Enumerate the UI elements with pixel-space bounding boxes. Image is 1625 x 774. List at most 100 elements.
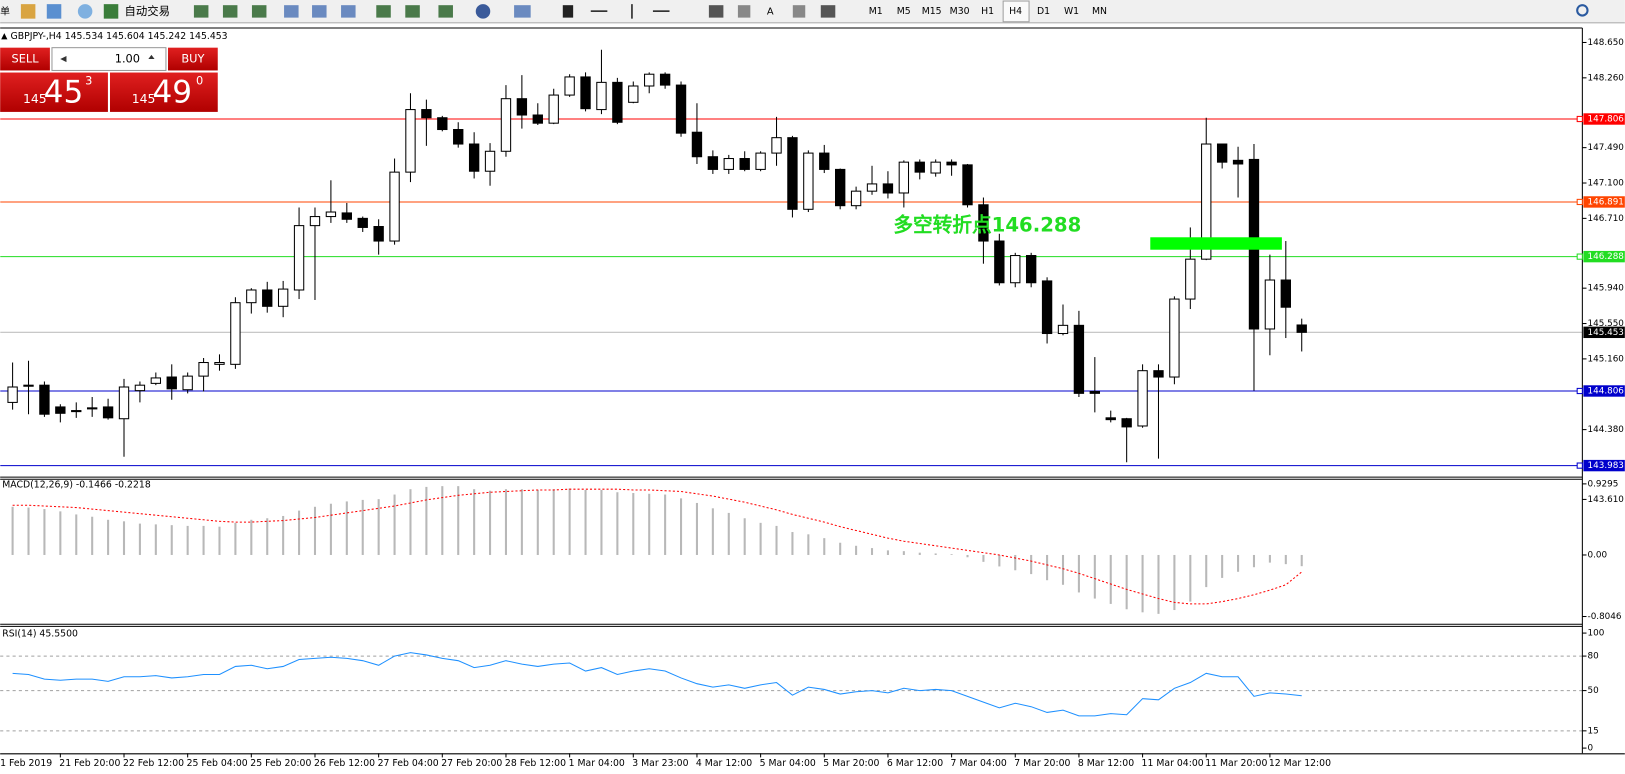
buy-label[interactable]: BUY: [181, 52, 204, 66]
timeframe-button[interactable]: M30: [950, 6, 970, 17]
macd-bar: [75, 514, 78, 555]
macd-bar: [823, 538, 826, 555]
macd-bar: [520, 489, 523, 555]
tool-icons[interactable]: [193, 4, 1589, 19]
candle-body: [596, 81, 607, 111]
candle-body: [1153, 370, 1164, 378]
macd-bar: [918, 552, 921, 555]
sell-label[interactable]: SELL: [11, 52, 39, 66]
macd-bar: [202, 525, 205, 555]
level-box: [1583, 196, 1625, 208]
time-label: 1 Mar 04:00: [569, 758, 625, 769]
candle-body: [214, 362, 225, 365]
candle-body: [405, 109, 416, 173]
macd-bar: [91, 516, 94, 555]
timeframe-button[interactable]: H1: [981, 6, 994, 17]
macd-bar: [43, 509, 46, 555]
y-tick-label: 145.160: [1588, 354, 1625, 364]
candle-body: [914, 161, 925, 173]
text-tool[interactable]: A: [767, 6, 774, 17]
time-label: 7 Mar 04:00: [951, 758, 1007, 769]
candle-body: [1089, 391, 1101, 394]
candle-body: [150, 377, 162, 384]
bid-big: 145: [23, 91, 47, 106]
y-tick-label: 144.380: [1588, 425, 1625, 435]
macd-bar: [1109, 554, 1112, 604]
candle-body: [341, 212, 352, 220]
menu-label[interactable]: 单: [0, 5, 10, 17]
candle-body: [659, 73, 671, 86]
candle-body: [309, 216, 321, 227]
level-handle: [1576, 198, 1583, 206]
time-label: 4 Mar 12:00: [696, 758, 752, 769]
icon[interactable]: [46, 4, 62, 19]
y-tick-label: 0: [1588, 744, 1594, 754]
timeframe-button[interactable]: W1: [1064, 6, 1079, 17]
ask-big: 145: [132, 91, 156, 106]
macd-bar: [759, 522, 762, 555]
candle-body: [389, 171, 400, 242]
timeframe-button[interactable]: H4: [1009, 6, 1022, 17]
level-label: 143.983: [1588, 461, 1624, 471]
candle-body: [548, 94, 559, 124]
lot-size[interactable]: 1.00: [115, 52, 140, 66]
rsi-line: [12, 652, 1302, 717]
macd-bar: [361, 499, 364, 555]
icon[interactable]: [77, 4, 93, 19]
time-label: 5 Mar 04:00: [760, 758, 816, 769]
macd-bar: [1300, 554, 1303, 567]
ask-box[interactable]: [109, 72, 218, 112]
macd-bar: [1046, 554, 1049, 581]
y-tick-label: 80: [1588, 652, 1600, 662]
candle-body: [71, 410, 82, 413]
sell-button[interactable]: [0, 47, 50, 71]
candle-body: [39, 384, 50, 415]
level-label: 147.806: [1588, 115, 1625, 125]
level-label: 144.806: [1588, 386, 1625, 396]
timeframe-button[interactable]: M5: [897, 6, 911, 17]
macd-bar: [1125, 554, 1128, 610]
macd-bar: [966, 554, 969, 558]
timeframe-button[interactable]: D1: [1037, 6, 1050, 17]
candle-body: [182, 375, 193, 391]
level-box: [1583, 459, 1625, 472]
time-label: 27 Feb 04:00: [378, 758, 439, 769]
macd-bar: [1221, 554, 1224, 578]
level-handle: [1576, 115, 1583, 123]
macd-bar: [473, 489, 476, 555]
auto-trading-icon[interactable]: [103, 4, 119, 19]
auto-trading[interactable]: 自动交易: [125, 4, 170, 18]
candle-body: [1073, 324, 1085, 394]
icon[interactable]: [20, 4, 36, 19]
candle-body: [723, 158, 734, 170]
macd-bar: [934, 553, 937, 555]
candle-body: [1264, 279, 1276, 330]
candle-body: [357, 217, 368, 228]
candle-body: [1025, 255, 1037, 284]
macd-bar: [266, 518, 269, 555]
timeframe-button[interactable]: MN: [1092, 6, 1107, 17]
candle-body: [564, 76, 575, 96]
bid-box[interactable]: [0, 72, 108, 112]
macd-bar: [1061, 554, 1065, 585]
candle-body: [421, 109, 432, 119]
macd-bar: [425, 486, 428, 555]
timeframe-button[interactable]: M1: [869, 6, 883, 17]
candle-body: [1010, 255, 1021, 284]
macd-bar: [489, 490, 492, 555]
candle-body: [771, 137, 782, 154]
macd-bar: [329, 503, 332, 555]
timeframe-button[interactable]: M15: [922, 6, 942, 17]
candle-body: [325, 211, 337, 218]
y-tick-label: 50: [1588, 686, 1600, 696]
macd-bar: [791, 532, 794, 555]
bid-point: 3: [85, 73, 92, 87]
lot-field[interactable]: [51, 47, 167, 71]
candle-body: [516, 98, 528, 116]
macd-bar: [743, 518, 746, 555]
candle-body: [1121, 418, 1132, 428]
time-label: 12 Mar 12:00: [1269, 758, 1331, 769]
candle-body: [1280, 279, 1291, 308]
candle-body: [978, 204, 989, 242]
buy-button[interactable]: [168, 47, 218, 71]
